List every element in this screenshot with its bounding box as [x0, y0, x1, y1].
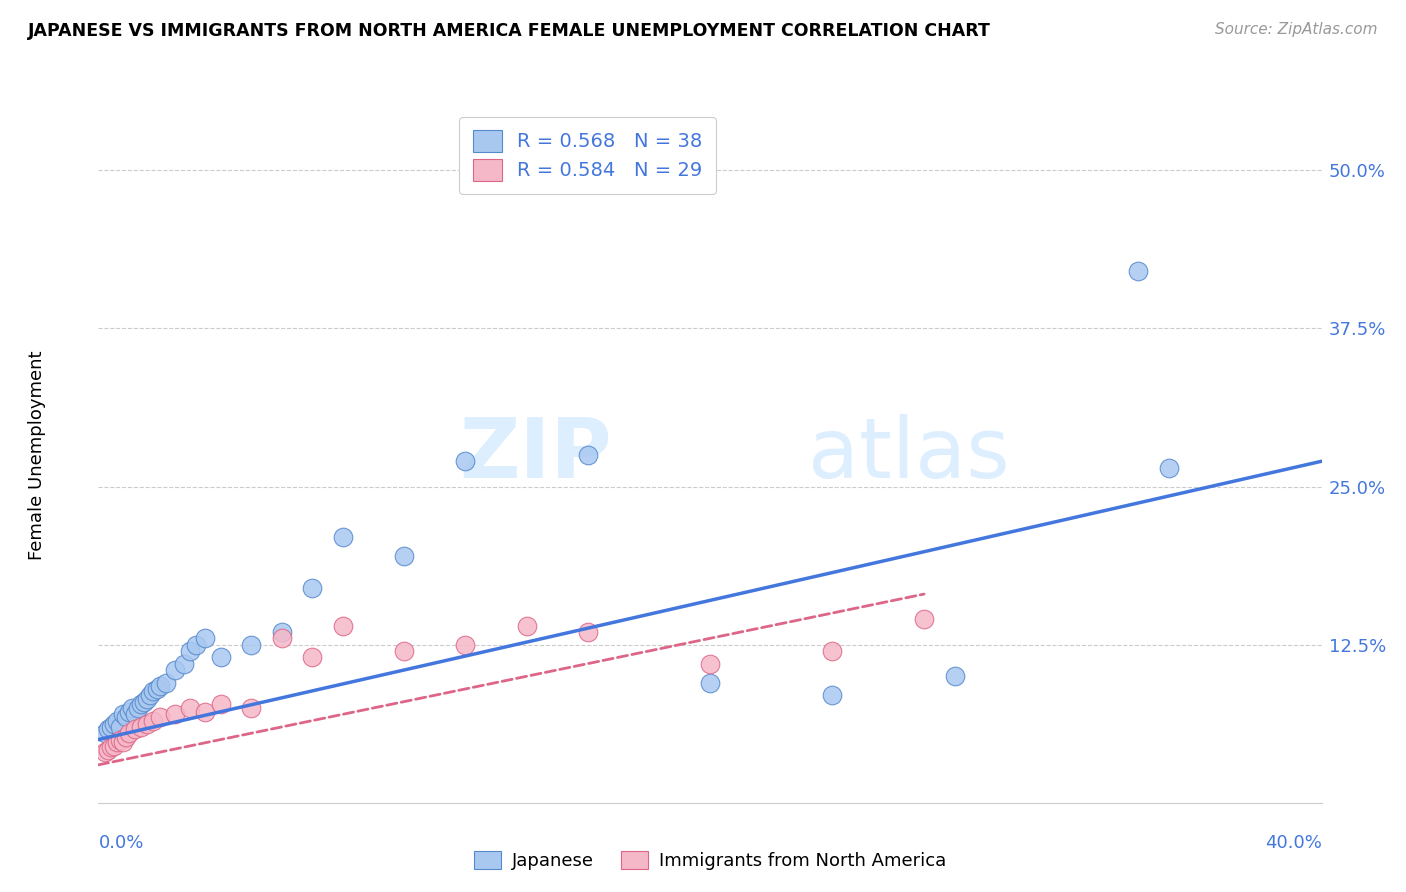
Point — [516, 618, 538, 632]
Point — [108, 732, 131, 747]
Point — [332, 618, 354, 632]
Point — [145, 681, 167, 696]
Point — [821, 644, 844, 658]
Point — [103, 739, 125, 753]
Point — [93, 745, 115, 759]
Point — [115, 710, 138, 724]
Point — [454, 638, 477, 652]
Text: 0.0%: 0.0% — [98, 834, 143, 852]
Point — [100, 720, 122, 734]
Point — [392, 549, 416, 563]
Point — [392, 644, 416, 658]
Point — [93, 726, 115, 740]
Point — [163, 663, 186, 677]
Point — [912, 612, 935, 626]
Point — [194, 632, 217, 646]
Point — [103, 717, 125, 731]
Point — [129, 720, 152, 734]
Text: 40.0%: 40.0% — [1265, 834, 1322, 852]
Text: JAPANESE VS IMMIGRANTS FROM NORTH AMERICA FEMALE UNEMPLOYMENT CORRELATION CHART: JAPANESE VS IMMIGRANTS FROM NORTH AMERIC… — [28, 22, 991, 40]
Point — [118, 726, 141, 740]
Point — [97, 742, 120, 756]
Point — [194, 705, 217, 719]
Point — [270, 632, 292, 646]
Point — [105, 714, 128, 728]
Point — [454, 454, 477, 468]
Point — [699, 675, 721, 690]
Text: Source: ZipAtlas.com: Source: ZipAtlas.com — [1215, 22, 1378, 37]
Point — [108, 720, 131, 734]
Point — [97, 723, 120, 737]
Point — [209, 650, 232, 665]
Point — [111, 735, 134, 749]
Text: ZIP: ZIP — [460, 415, 612, 495]
Point — [576, 448, 599, 462]
Text: Female Unemployment: Female Unemployment — [28, 351, 46, 559]
Point — [124, 707, 146, 722]
Point — [115, 730, 138, 744]
Point — [139, 688, 162, 702]
Point — [100, 740, 122, 755]
Point — [240, 638, 263, 652]
Point — [105, 735, 128, 749]
Point — [121, 701, 143, 715]
Point — [124, 723, 146, 737]
Point — [576, 625, 599, 640]
Point — [163, 707, 186, 722]
Point — [270, 625, 292, 640]
Point — [149, 710, 172, 724]
Point — [127, 701, 149, 715]
Point — [118, 705, 141, 719]
Point — [240, 701, 263, 715]
Point — [209, 697, 232, 711]
Point — [149, 680, 172, 694]
Point — [142, 714, 165, 728]
Point — [943, 669, 966, 683]
Point — [179, 644, 201, 658]
Point — [136, 692, 159, 706]
Point — [179, 701, 201, 715]
Point — [136, 717, 159, 731]
Point — [1157, 460, 1180, 475]
Legend: Japanese, Immigrants from North America: Japanese, Immigrants from North America — [467, 844, 953, 877]
Point — [186, 638, 208, 652]
Text: atlas: atlas — [808, 415, 1010, 495]
Point — [173, 657, 195, 671]
Point — [301, 650, 323, 665]
Point — [301, 581, 323, 595]
Point — [111, 707, 134, 722]
Point — [332, 530, 354, 544]
Point — [821, 688, 844, 702]
Point — [129, 697, 152, 711]
Point — [699, 657, 721, 671]
Point — [155, 675, 177, 690]
Point — [1128, 264, 1150, 278]
Point — [142, 684, 165, 698]
Point — [134, 695, 156, 709]
